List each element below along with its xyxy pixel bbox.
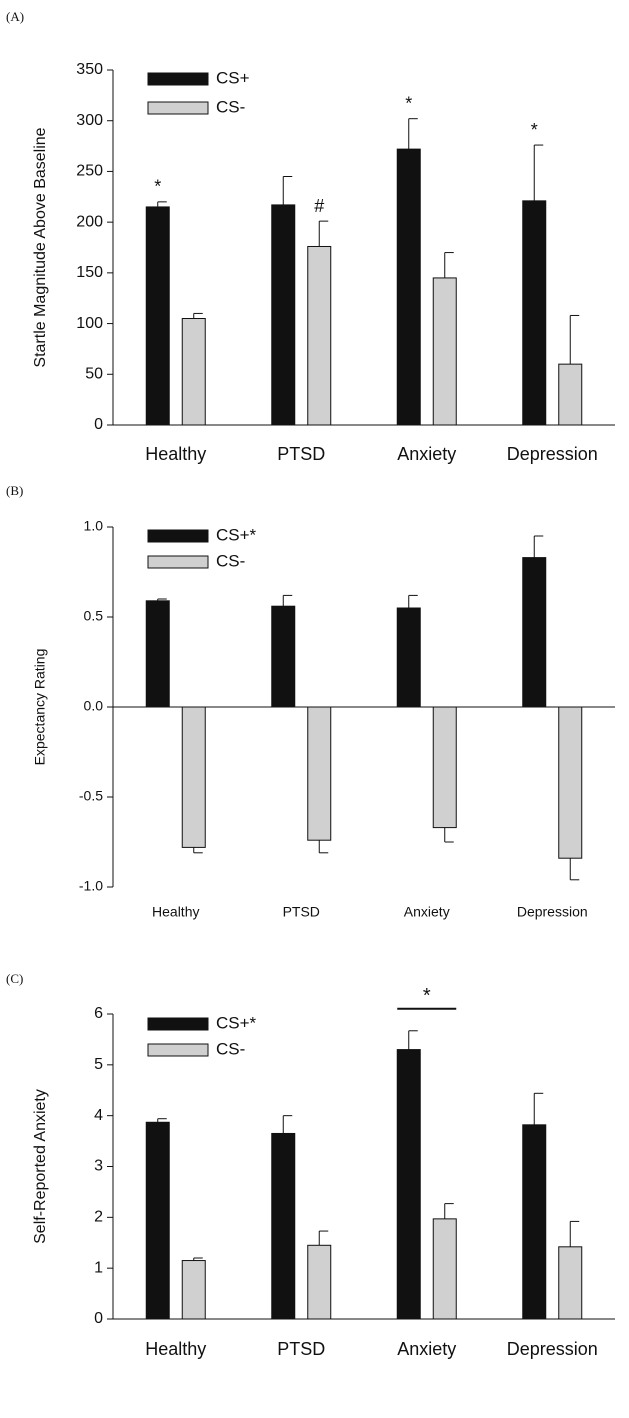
x-tick-label: Depression xyxy=(507,444,598,464)
bar xyxy=(271,605,296,708)
panel-label: (B) xyxy=(6,483,23,498)
y-axis-label: Expectancy Rating xyxy=(32,649,48,766)
legend-label: CS- xyxy=(216,97,245,116)
y-tick-label: 2 xyxy=(94,1209,103,1226)
x-tick-label: Anxiety xyxy=(404,904,450,920)
panel-label: (C) xyxy=(6,971,23,986)
y-axis-label: Self-Reported Anxiety xyxy=(32,1089,49,1244)
bar xyxy=(522,557,547,708)
panel-label: (A) xyxy=(6,9,24,24)
y-tick-label: 4 xyxy=(94,1107,103,1124)
legend-label: CS+* xyxy=(216,525,257,544)
panel: (C) Self-Reported Anxiety 0 1 2 3 4 5 6 Healthy PT… xyxy=(6,971,615,1359)
x-tick-label: PTSD xyxy=(277,444,325,464)
annotation: * xyxy=(154,177,161,197)
panel: (A) Startle Magnitude Above Baseline 0 50 10… xyxy=(6,9,615,464)
annotation: # xyxy=(314,196,324,216)
x-tick-label: PTSD xyxy=(283,904,320,920)
bar xyxy=(271,204,296,426)
annotation: * xyxy=(423,985,431,1007)
legend-swatch xyxy=(147,529,209,543)
y-tick-label: -0.5 xyxy=(79,788,103,804)
y-tick-label: 150 xyxy=(76,264,103,281)
bar xyxy=(522,1124,547,1320)
y-tick-label: 3 xyxy=(94,1158,103,1175)
legend-label: CS+ xyxy=(216,68,250,87)
y-tick-label: 250 xyxy=(76,163,103,180)
annotation: * xyxy=(405,93,412,113)
bar xyxy=(271,1132,296,1320)
legend-swatch xyxy=(147,101,209,115)
annotation: * xyxy=(531,120,538,140)
legend-label: CS+* xyxy=(216,1013,257,1032)
bar xyxy=(432,706,457,829)
y-tick-label: 300 xyxy=(76,112,103,129)
bar xyxy=(432,277,457,426)
y-tick-label: 6 xyxy=(94,1005,103,1022)
bar xyxy=(145,1121,170,1320)
panel: (B) Expectancy Rating -1.0 -0.5 0.0 0.5 1.0 Hea… xyxy=(6,483,615,920)
x-tick-label: Healthy xyxy=(152,904,199,920)
x-tick-label: Depression xyxy=(507,1339,598,1359)
bar xyxy=(145,206,170,426)
bar xyxy=(181,1260,206,1320)
y-tick-label: 350 xyxy=(76,61,103,78)
y-tick-label: 0 xyxy=(94,416,103,433)
y-tick-label: 1.0 xyxy=(84,518,104,534)
y-tick-label: 0.0 xyxy=(84,698,104,714)
bar xyxy=(181,706,206,848)
x-tick-label: Healthy xyxy=(145,1339,206,1359)
x-tick-label: Anxiety xyxy=(397,1339,456,1359)
x-tick-label: PTSD xyxy=(277,1339,325,1359)
y-tick-label: 1 xyxy=(94,1259,103,1276)
legend-label: CS- xyxy=(216,551,245,570)
legend-swatch xyxy=(147,1017,209,1031)
y-tick-label: 200 xyxy=(76,213,103,230)
legend-swatch xyxy=(147,555,209,569)
bar xyxy=(558,363,583,426)
y-tick-label: 5 xyxy=(94,1056,103,1073)
bar xyxy=(432,1218,457,1320)
x-tick-label: Depression xyxy=(517,904,588,920)
x-tick-label: Healthy xyxy=(145,444,206,464)
y-tick-label: 0.5 xyxy=(84,608,104,624)
bar xyxy=(396,607,421,708)
legend-swatch xyxy=(147,72,209,86)
y-tick-label: 50 xyxy=(85,366,103,383)
bar xyxy=(396,1049,421,1320)
bar xyxy=(307,1244,332,1320)
bar xyxy=(522,200,547,426)
y-tick-label: 0 xyxy=(94,1310,103,1327)
y-tick-label: -1.0 xyxy=(79,878,103,894)
bar xyxy=(145,600,170,708)
bar xyxy=(181,318,206,426)
bar xyxy=(307,245,332,426)
y-tick-label: 100 xyxy=(76,315,103,332)
y-axis-label: Startle Magnitude Above Baseline xyxy=(32,127,49,367)
bar xyxy=(558,706,583,859)
x-tick-label: Anxiety xyxy=(397,444,456,464)
legend-label: CS- xyxy=(216,1039,245,1058)
legend-swatch xyxy=(147,1043,209,1057)
bar xyxy=(558,1246,583,1320)
bar xyxy=(396,148,421,426)
bar xyxy=(307,706,332,841)
